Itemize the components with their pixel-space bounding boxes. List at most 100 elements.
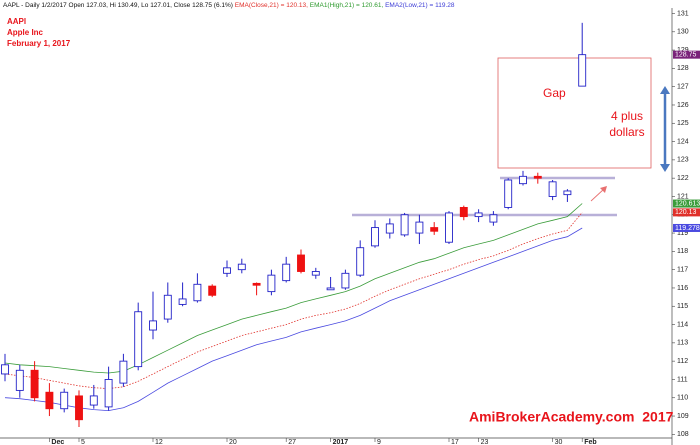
candle-body xyxy=(208,285,217,296)
header-part: AAPL - Daily 1/2/2017 Open 127.03, Hi 13… xyxy=(3,2,235,9)
ema-line xyxy=(4,227,583,412)
candle-body xyxy=(134,311,143,368)
y-tick-label: 126 xyxy=(677,102,689,109)
last-value-box xyxy=(673,208,700,217)
candle-body xyxy=(45,391,54,410)
x-tick-label: 12 xyxy=(155,439,163,445)
x-tick-label: 20 xyxy=(229,439,237,445)
y-tick-label: 113 xyxy=(677,340,688,347)
candle-body xyxy=(60,391,69,410)
candle-body xyxy=(548,181,557,197)
header-part: EMA2(Low,21) = 119.28 xyxy=(385,2,455,9)
x-tick-label: 9 xyxy=(377,439,381,445)
candle-body xyxy=(104,378,113,408)
x-tick-label: 5 xyxy=(81,439,85,445)
y-tick-label: 127 xyxy=(677,84,689,91)
y-tick-label: 109 xyxy=(677,413,689,420)
y-tick-label: 116 xyxy=(677,285,688,292)
symbol: AAPl xyxy=(7,17,26,26)
y-tick-label: 130 xyxy=(677,29,689,36)
gap-label: Gap xyxy=(543,86,566,100)
x-tick-label: 17 xyxy=(451,439,459,445)
last-value-label: 128.75 xyxy=(675,52,697,59)
trend-arrow xyxy=(590,186,607,202)
last-value-label: 120.13 xyxy=(675,209,697,216)
y-tick-label: 118 xyxy=(677,248,688,255)
candle-body xyxy=(75,395,83,421)
x-tick-label: 23 xyxy=(481,439,489,445)
y-tick-label: 123 xyxy=(677,157,689,164)
candle-body xyxy=(1,364,9,375)
candle-body xyxy=(533,175,542,179)
gap-arrow xyxy=(660,86,670,172)
candle-body xyxy=(252,282,261,286)
x-tick-label: Feb xyxy=(584,439,596,445)
y-tick-label: 129 xyxy=(677,47,689,54)
candle-body xyxy=(578,54,587,87)
candle-body xyxy=(223,267,231,274)
candle-body xyxy=(504,179,513,208)
candle-body xyxy=(267,274,276,293)
header: AAPL - Daily 1/2/2017 Open 127.03, Hi 13… xyxy=(3,2,455,9)
y-tick-label: 124 xyxy=(677,138,689,145)
candle-body xyxy=(341,272,350,289)
candle-body xyxy=(119,360,128,384)
y-tick-label: 112 xyxy=(677,358,688,365)
last-value-box xyxy=(673,199,700,208)
candle-body xyxy=(415,221,424,234)
candle-body xyxy=(430,227,439,232)
watermark: AmiBrokerAcademy.com 2017 xyxy=(469,409,674,425)
x-tick-label: 27 xyxy=(288,439,296,445)
y-tick-label: 108 xyxy=(677,431,689,438)
ema-line xyxy=(4,203,583,374)
y-tick-label: 125 xyxy=(677,120,689,127)
candle-body xyxy=(237,263,246,271)
x-tick-label: Dec xyxy=(51,439,64,445)
candle-body xyxy=(445,212,453,243)
y-tick-label: 114 xyxy=(677,321,688,328)
header-part: EMA(Close,21) = 120.13, xyxy=(235,2,310,9)
candle-body xyxy=(297,254,305,272)
candle-body xyxy=(30,369,39,399)
y-tick-label: 119 xyxy=(677,230,688,237)
axis-layer: 1081091101111121131141151161171181191201… xyxy=(0,8,700,445)
last-value-box xyxy=(673,223,700,232)
candle-body xyxy=(15,369,24,391)
y-tick-label: 117 xyxy=(677,267,688,274)
x-tick-label: 2017 xyxy=(333,439,349,445)
y-tick-label: 121 xyxy=(677,193,689,200)
company: Apple Inc xyxy=(7,28,44,37)
y-tick-label: 131 xyxy=(677,10,689,17)
candle-body xyxy=(178,298,187,305)
ema-line xyxy=(4,212,583,390)
candle-body xyxy=(385,223,394,234)
y-tick-label: 122 xyxy=(677,175,689,182)
candle-body xyxy=(519,175,527,185)
candle-body xyxy=(193,283,202,302)
candle-body xyxy=(89,395,98,406)
candle-body xyxy=(489,214,498,223)
gap-box xyxy=(497,57,652,169)
candle-body xyxy=(326,287,335,291)
y-tick-label: 110 xyxy=(677,395,688,402)
ema-layer xyxy=(4,203,583,412)
header-part: EMA1(High,21) = 120.61, xyxy=(310,2,385,9)
candle-body xyxy=(163,294,172,320)
x-tick-label: 30 xyxy=(555,439,563,445)
candle-body xyxy=(149,320,157,331)
candle-body xyxy=(400,214,409,236)
y-tick-label: 128 xyxy=(677,65,689,72)
gap-size-label: dollars xyxy=(609,125,644,139)
last-value-box xyxy=(673,50,700,59)
candle-body xyxy=(282,263,291,282)
last-value-label: 120.613 xyxy=(675,200,700,207)
last-value-label: 119.278 xyxy=(675,225,700,232)
candle-body xyxy=(563,190,572,196)
candle-body xyxy=(459,206,468,218)
candle-body xyxy=(311,271,320,276)
gap-size-label: 4 plus xyxy=(611,109,643,123)
candle-body xyxy=(474,212,483,218)
